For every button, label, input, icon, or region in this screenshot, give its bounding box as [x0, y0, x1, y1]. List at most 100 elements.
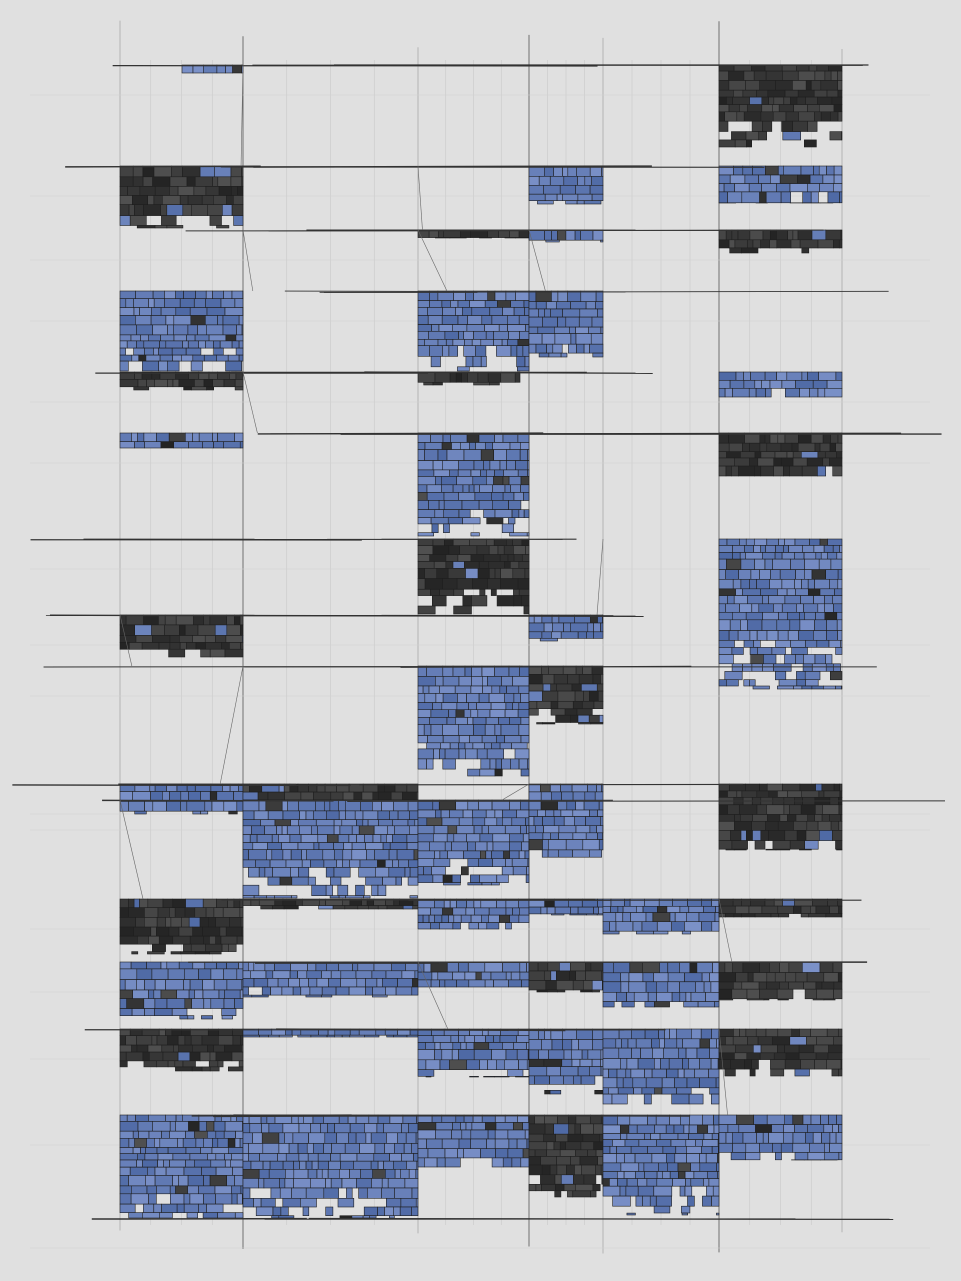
tile [727, 595, 735, 605]
tile [818, 790, 825, 798]
tile [806, 972, 825, 983]
tile [463, 1148, 481, 1159]
tile [488, 907, 507, 916]
tile [119, 1138, 130, 1148]
tile [710, 1058, 719, 1070]
tile [405, 1132, 417, 1144]
tile [226, 961, 239, 970]
tile [217, 1060, 224, 1068]
tile [718, 578, 734, 590]
tile [125, 1035, 137, 1046]
tile [417, 1049, 435, 1061]
thread [417, 961, 449, 1030]
tile [494, 509, 513, 519]
tile [600, 1049, 604, 1060]
tile [163, 1159, 170, 1168]
tile [541, 631, 552, 639]
tile [325, 810, 340, 821]
tile [128, 1175, 146, 1187]
tile [580, 1075, 596, 1085]
tile [364, 1123, 378, 1134]
tile [670, 1139, 687, 1147]
tile [772, 111, 787, 122]
tile [826, 1028, 839, 1037]
tile [545, 239, 560, 243]
tile [236, 324, 243, 336]
tile [778, 611, 788, 621]
tile [527, 449, 530, 461]
tile [489, 460, 501, 471]
tile [486, 922, 500, 930]
tile [128, 204, 135, 216]
tile [395, 986, 413, 996]
tile [165, 1166, 185, 1176]
tile [248, 867, 260, 878]
tile [555, 1133, 569, 1142]
tile [775, 639, 791, 648]
tile [469, 300, 486, 308]
tile [288, 1143, 299, 1154]
tile [504, 484, 511, 493]
tile [355, 884, 365, 897]
tile [154, 1175, 174, 1187]
tile [528, 809, 538, 817]
tile [338, 799, 346, 812]
tile [799, 239, 819, 249]
tile [525, 817, 530, 826]
tile [432, 702, 443, 711]
tile [585, 961, 592, 972]
tile [203, 1175, 211, 1187]
tile [281, 825, 288, 835]
tile [381, 1187, 395, 1199]
tile [528, 906, 542, 915]
tile [583, 1174, 597, 1185]
tile [173, 334, 187, 342]
tile [667, 972, 685, 982]
tile [811, 569, 826, 580]
tile [542, 722, 556, 725]
tile [225, 926, 243, 937]
tile [152, 943, 166, 952]
tile [525, 545, 530, 555]
tile [199, 1051, 211, 1062]
tile [460, 1042, 467, 1050]
tile [154, 1008, 173, 1016]
tile [339, 825, 353, 835]
tile [808, 64, 818, 72]
tile [313, 842, 320, 850]
tile [358, 825, 375, 835]
tile [795, 814, 808, 822]
tile [754, 558, 766, 570]
tile [374, 1143, 385, 1154]
tile [801, 685, 813, 690]
tile [742, 588, 761, 596]
tile [214, 624, 228, 636]
tile [803, 139, 817, 148]
tile [480, 339, 494, 346]
tile [317, 1153, 331, 1162]
tile [292, 986, 302, 996]
tile [751, 820, 766, 831]
tile [806, 457, 824, 467]
tile [773, 663, 792, 672]
tile [205, 315, 218, 326]
tile [494, 724, 502, 736]
tile [323, 1187, 339, 1199]
tile [775, 80, 793, 91]
tile [443, 500, 463, 510]
tile [456, 979, 470, 988]
tile [799, 1028, 811, 1037]
tile [493, 1035, 501, 1043]
tile [175, 307, 191, 316]
tile [188, 917, 201, 928]
tile [760, 111, 774, 122]
tile [781, 578, 795, 590]
tile [242, 834, 251, 843]
tile [826, 552, 838, 560]
tile [398, 859, 409, 868]
tile [169, 186, 179, 196]
tile [119, 1035, 126, 1046]
tile [553, 1141, 561, 1151]
tile [480, 971, 492, 981]
tile [288, 978, 301, 988]
